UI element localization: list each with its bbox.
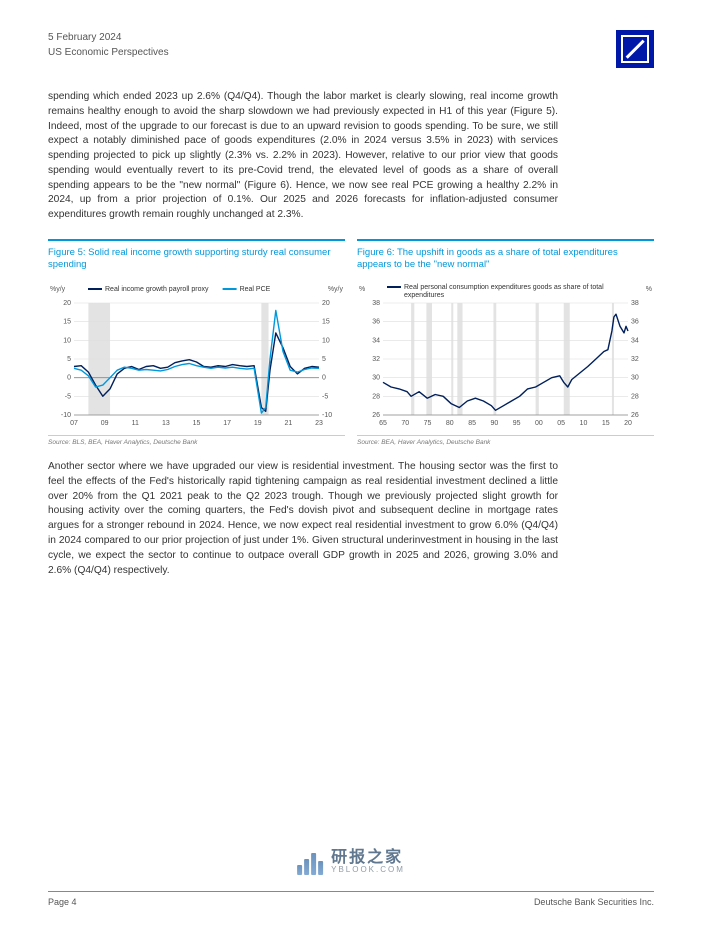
svg-text:%: % (646, 286, 652, 293)
svg-text:36: 36 (631, 319, 639, 326)
svg-text:95: 95 (513, 420, 521, 427)
svg-text:Real PCE: Real PCE (240, 286, 271, 293)
svg-text:15: 15 (193, 420, 201, 427)
svg-text:70: 70 (401, 420, 409, 427)
svg-text:28: 28 (631, 393, 639, 400)
svg-text:34: 34 (372, 337, 380, 344)
svg-text:28: 28 (372, 393, 380, 400)
svg-text:07: 07 (70, 420, 78, 427)
svg-text:13: 13 (162, 420, 170, 427)
svg-text:5: 5 (67, 356, 71, 363)
svg-text:10: 10 (322, 337, 330, 344)
svg-text:21: 21 (284, 420, 292, 427)
svg-text:-5: -5 (65, 393, 71, 400)
header-title: US Economic Perspectives (48, 45, 169, 60)
svg-text:32: 32 (372, 356, 380, 363)
figure-5-source: Source: BLS, BEA, Haver Analytics, Deuts… (48, 435, 345, 446)
svg-text:Real personal consumption expe: Real personal consumption expenditures g… (404, 284, 604, 291)
svg-text:32: 32 (631, 356, 639, 363)
svg-text:26: 26 (631, 412, 639, 419)
svg-text:0: 0 (67, 375, 71, 382)
svg-text:23: 23 (315, 420, 323, 427)
paragraph-1: spending which ended 2023 up 2.6% (Q4/Q4… (48, 90, 558, 223)
deutsche-bank-logo (616, 30, 654, 68)
svg-text:36: 36 (372, 319, 380, 326)
svg-text:09: 09 (101, 420, 109, 427)
svg-text:20: 20 (322, 300, 330, 307)
svg-text:05: 05 (557, 420, 565, 427)
watermark: 研报之家 YBLOOK.COM (297, 849, 405, 875)
figure-6-title: Figure 6: The upshift in goods as a shar… (357, 247, 654, 273)
footer: Page 4 Deutsche Bank Securities Inc. (48, 891, 654, 907)
watermark-logo-icon (297, 849, 323, 875)
svg-text:Real income growth payroll pro: Real income growth payroll proxy (105, 286, 209, 293)
svg-text:10: 10 (580, 420, 588, 427)
svg-text:20: 20 (63, 300, 71, 307)
svg-text:5: 5 (322, 356, 326, 363)
svg-text:15: 15 (602, 420, 610, 427)
svg-text:80: 80 (446, 420, 454, 427)
svg-text:10: 10 (63, 337, 71, 344)
watermark-cn: 研报之家 (331, 849, 405, 867)
footer-company: Deutsche Bank Securities Inc. (534, 897, 654, 907)
svg-text:30: 30 (631, 375, 639, 382)
footer-page: Page 4 (48, 897, 77, 907)
header: 5 February 2024 US Economic Perspectives (48, 30, 654, 68)
watermark-url: YBLOOK.COM (331, 866, 405, 875)
svg-text:%: % (359, 286, 365, 293)
svg-text:-10: -10 (322, 412, 332, 419)
svg-text:-5: -5 (322, 393, 328, 400)
svg-text:00: 00 (535, 420, 543, 427)
svg-text:expenditures: expenditures (404, 292, 445, 299)
svg-text:%y/y: %y/y (50, 286, 66, 293)
figure-6-chart: 26 26 28 28 30 30 32 32 34 34 36 36 38 38 65 70 75 80 85 90… (357, 281, 654, 431)
svg-text:38: 38 (631, 300, 639, 307)
figure-5-chart: -10 -10 -5 -5 0 0 5 5 10 10 15 15 20 20 07 09 11 13 15 17 19… (48, 281, 345, 431)
svg-text:75: 75 (424, 420, 432, 427)
svg-text:38: 38 (372, 300, 380, 307)
svg-text:20: 20 (624, 420, 632, 427)
svg-text:34: 34 (631, 337, 639, 344)
svg-text:15: 15 (322, 319, 330, 326)
figure-6: Figure 6: The upshift in goods as a shar… (357, 239, 654, 446)
figure-5-title: Figure 5: Solid real income growth suppo… (48, 247, 345, 273)
svg-text:17: 17 (223, 420, 231, 427)
svg-text:90: 90 (490, 420, 498, 427)
svg-text:%y/y: %y/y (328, 286, 344, 293)
paragraph-2: Another sector where we have upgraded ou… (48, 460, 558, 578)
svg-text:85: 85 (468, 420, 476, 427)
figure-5: Figure 5: Solid real income growth suppo… (48, 239, 345, 446)
header-date: 5 February 2024 (48, 30, 169, 45)
svg-text:26: 26 (372, 412, 380, 419)
svg-text:65: 65 (379, 420, 387, 427)
svg-text:15: 15 (63, 319, 71, 326)
figures-row: Figure 5: Solid real income growth suppo… (48, 239, 654, 446)
svg-text:19: 19 (254, 420, 262, 427)
header-left: 5 February 2024 US Economic Perspectives (48, 30, 169, 60)
figure-6-source: Source: BEA, Haver Analytics, Deutsche B… (357, 435, 654, 446)
svg-text:0: 0 (322, 375, 326, 382)
svg-text:-10: -10 (61, 412, 71, 419)
svg-text:11: 11 (132, 420, 139, 427)
svg-text:30: 30 (372, 375, 380, 382)
